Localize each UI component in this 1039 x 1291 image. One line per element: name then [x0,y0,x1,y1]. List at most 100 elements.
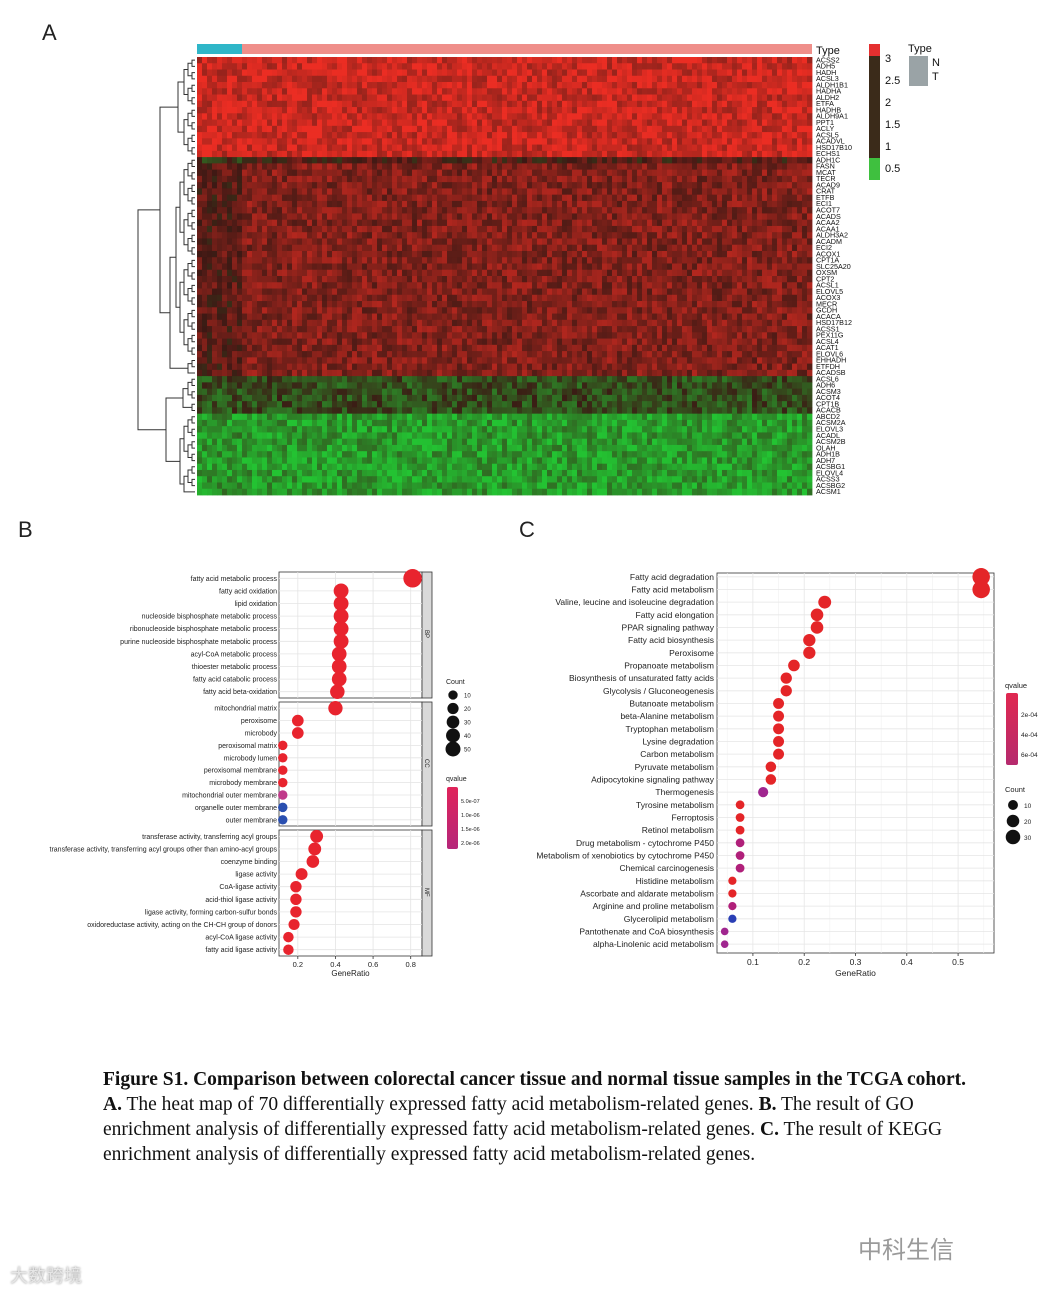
heatmap-cell [532,225,538,233]
heatmap-cell [757,288,763,296]
heatmap-cell [687,82,693,89]
heatmap-cell [222,94,228,102]
heatmap-cell [712,125,718,133]
heatmap-cell [227,282,233,289]
heatmap-cell [537,94,543,102]
heatmap-cell [557,175,563,183]
heatmap-cell [427,63,433,70]
heatmap-cell [442,125,448,133]
heatmap-cell [622,225,628,233]
heatmap-cell [267,63,273,70]
heatmap-cell [472,150,478,158]
heatmap-cell [787,288,793,296]
heatmap-cell [302,94,308,102]
heatmap-cell [447,288,453,296]
heatmap-cell [282,301,288,308]
heatmap-cell [477,144,483,152]
heatmap-cell [802,144,808,152]
heatmap-cell [552,250,558,258]
heatmap-cell [787,263,793,271]
heatmap-cell [307,213,313,221]
heatmap-cell [617,232,623,239]
heatmap-cell [792,244,798,252]
heatmap-cell [392,213,398,221]
heatmap-cell [337,88,343,95]
heatmap-cell [632,207,638,214]
heatmap-cell [272,182,278,189]
heatmap-cell [757,88,763,95]
heatmap-cell [492,107,498,114]
heatmap-cell [677,225,683,233]
heatmap-cell [542,100,548,108]
heatmap-cell [262,113,268,120]
heatmap-cell [662,238,668,246]
heatmap-cell [632,175,638,183]
heatmap-cell [662,175,668,183]
heatmap-cell [652,263,658,271]
heatmap-cell [372,301,378,308]
heatmap-cell [587,113,593,120]
heatmap-cell [682,257,688,264]
heatmap-cell [652,175,658,183]
heatmap-cell [292,269,298,277]
heatmap-cell [522,200,528,208]
heatmap-cell [567,69,573,77]
heatmap-cell [637,219,643,227]
heatmap-cell [657,294,663,302]
heatmap-cell [422,282,428,289]
heatmap-cell [792,82,798,89]
heatmap-cell [787,257,793,264]
heatmap-cell [727,63,733,70]
heatmap-cell [277,94,283,102]
heatmap-cell [362,125,368,133]
heatmap-cell [647,57,653,64]
heatmap-cell [322,63,328,70]
heatmap-cell [472,207,478,214]
heatmap-cell [232,188,238,196]
heatmap-cell [782,294,788,302]
heatmap-cell [592,238,598,246]
heatmap-cell [352,301,358,308]
heatmap-cell [682,301,688,308]
heatmap-cell [737,244,743,252]
heatmap-cell [682,94,688,102]
heatmap-cell [277,57,283,64]
heatmap-cell [477,169,483,177]
heatmap-cell [597,69,603,77]
heatmap-cell [652,88,658,95]
heatmap-cell [452,188,458,196]
heatmap-cell [672,188,678,196]
heatmap-cell [587,263,593,271]
heatmap-cell [432,207,438,214]
heatmap-cell [567,57,573,64]
heatmap-cell [522,82,528,89]
heatmap-cell [452,257,458,264]
heatmap-cell [497,301,503,308]
heatmap-cell [337,100,343,108]
heatmap-cell [567,113,573,120]
heatmap-cell [572,200,578,208]
heatmap-cell [752,175,758,183]
heatmap-cell [377,188,383,196]
heatmap-cell [767,263,773,271]
heatmap-cell [502,263,508,271]
heatmap-cell [372,82,378,89]
heatmap-cell [702,263,708,271]
heatmap-cell [472,163,478,171]
heatmap-cell [802,150,808,158]
heatmap-cell [692,219,698,227]
heatmap-cell [302,288,308,296]
heatmap-cell [417,301,423,308]
heatmap-cell [512,294,518,302]
heatmap-cell [522,94,528,102]
gene-label: ACADVL [816,137,845,146]
heatmap-cell [337,238,343,246]
heatmap-cell [337,157,343,164]
heatmap-cell [652,194,658,202]
heatmap-cell [477,225,483,233]
heatmap-cell [402,232,408,239]
heatmap-cell [242,163,248,171]
heatmap-cell [582,269,588,277]
heatmap-cell [672,75,678,83]
heatmap-cell [627,75,633,83]
